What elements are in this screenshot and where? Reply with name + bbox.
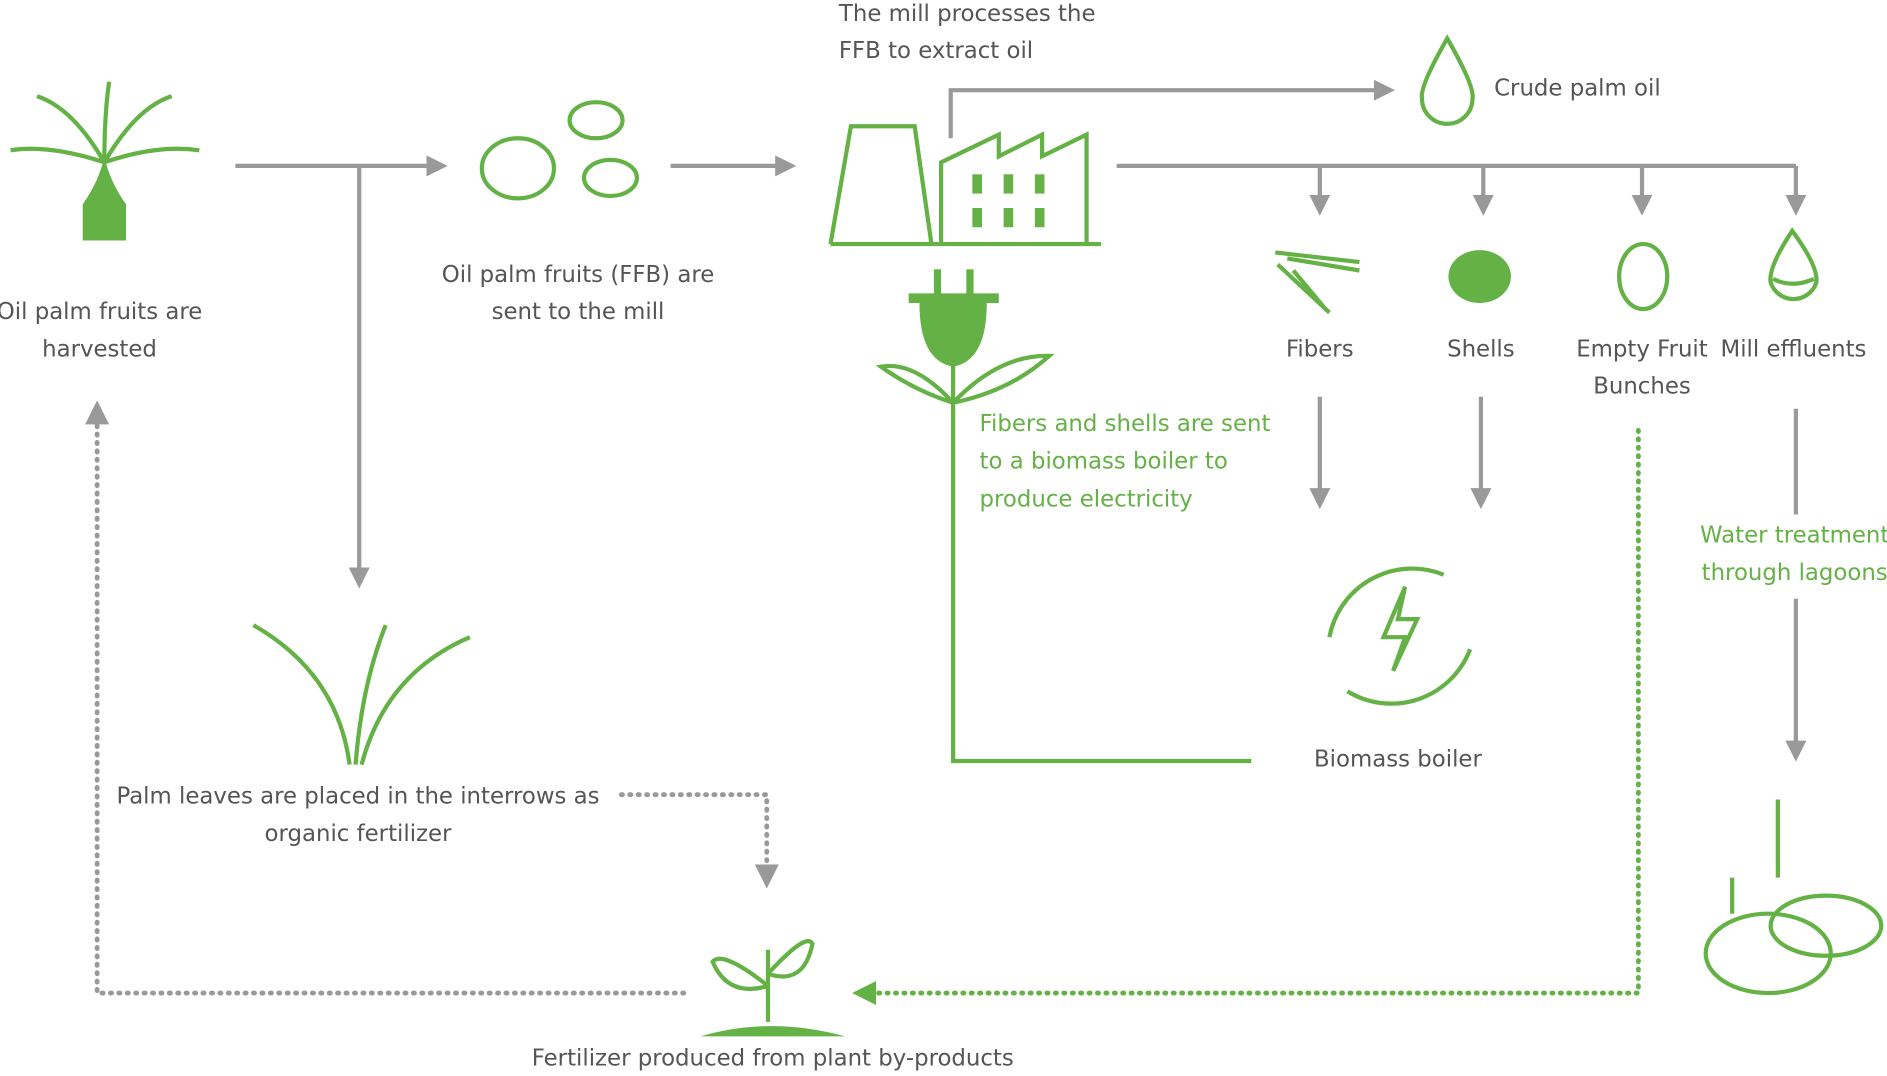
node-label: harvested xyxy=(42,336,157,362)
node-label: Fibers and shells are sent xyxy=(980,411,1271,437)
node-label: Oil palm fruits are xyxy=(0,299,202,325)
icons xyxy=(11,38,1882,1036)
node-label: Fertilizer produced from plant by-produc… xyxy=(532,1046,1014,1072)
node-label: Water treatment xyxy=(1700,523,1887,549)
node-label: Crude palm oil xyxy=(1494,75,1661,101)
arrows xyxy=(97,90,1796,993)
node-label: Fibers xyxy=(1286,336,1354,362)
node-label: The mill processes the xyxy=(838,1,1096,27)
node-label: Bunches xyxy=(1593,374,1691,400)
node-label: Shells xyxy=(1447,336,1515,362)
node-label: through lagoons xyxy=(1702,560,1887,586)
node-label: FFB to extract oil xyxy=(839,38,1033,64)
node-label: Oil palm fruits (FFB) are xyxy=(442,262,714,288)
node-label: Mill effluents xyxy=(1721,336,1867,362)
node-label: produce electricity xyxy=(980,487,1193,513)
node-label: to a biomass boiler to xyxy=(980,449,1228,475)
node-label: Empty Fruit xyxy=(1576,336,1708,362)
page: {"nodes": [ {"label": ["Oil palm fruits … xyxy=(0,0,1887,1076)
diagram: Oil palm fruits are harvested Oil palm fru… xyxy=(0,0,1887,1076)
node-label: organic fertilizer xyxy=(265,821,453,847)
node-label: sent to the mill xyxy=(492,299,665,325)
node-label: Biomass boiler xyxy=(1314,746,1482,772)
node-label: Palm leaves are placed in the interrows … xyxy=(116,784,599,810)
